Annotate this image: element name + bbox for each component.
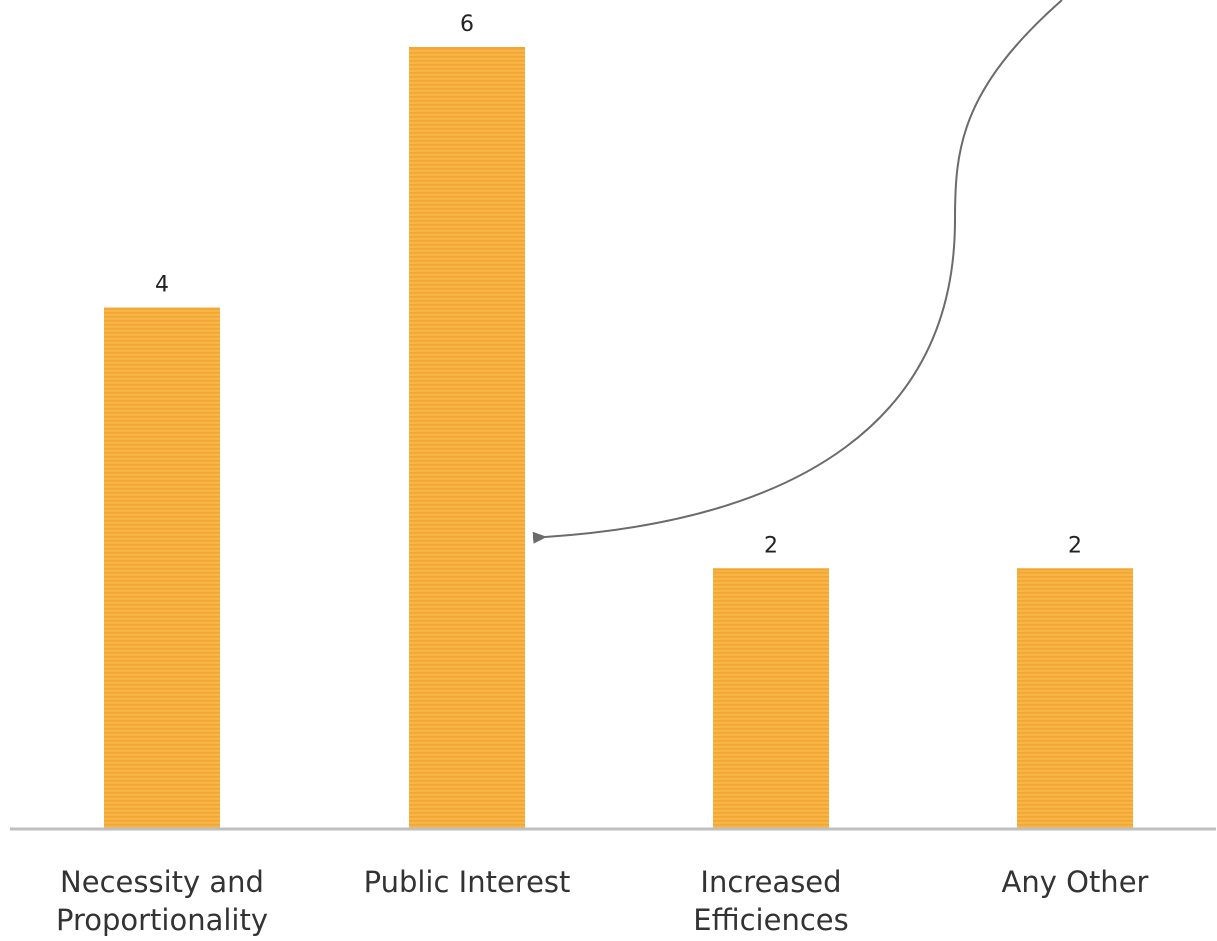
category-label-line: Public Interest [364, 865, 571, 899]
bars-group [104, 47, 1133, 830]
category-label-line: Necessity and [60, 865, 264, 899]
category-label-line: Proportionality [56, 903, 268, 937]
data-label-0: 4 [155, 273, 169, 298]
value-labels-group: 4 6 2 2 [155, 12, 1082, 558]
category-labels-group: Necessity and Proportionality Public Inter… [56, 865, 1149, 937]
category-label-2: Increased Efficiences [693, 865, 848, 937]
data-label-3: 2 [1068, 533, 1082, 558]
category-label-line: Increased [700, 865, 841, 899]
bar-1 [409, 47, 525, 829]
category-label-1: Public Interest [364, 865, 571, 899]
bar-0 [104, 307, 220, 830]
bar-2 [713, 568, 829, 829]
category-label-line: Any Other [1002, 865, 1149, 899]
bar-3 [1017, 568, 1133, 829]
annotation-arrow [532, 0, 1063, 544]
category-label-3: Any Other [1002, 865, 1149, 899]
data-label-2: 2 [764, 533, 778, 558]
category-label-0: Necessity and Proportionality [56, 865, 268, 937]
category-label-line: Efficiences [693, 903, 848, 937]
data-label-1: 6 [460, 12, 474, 37]
